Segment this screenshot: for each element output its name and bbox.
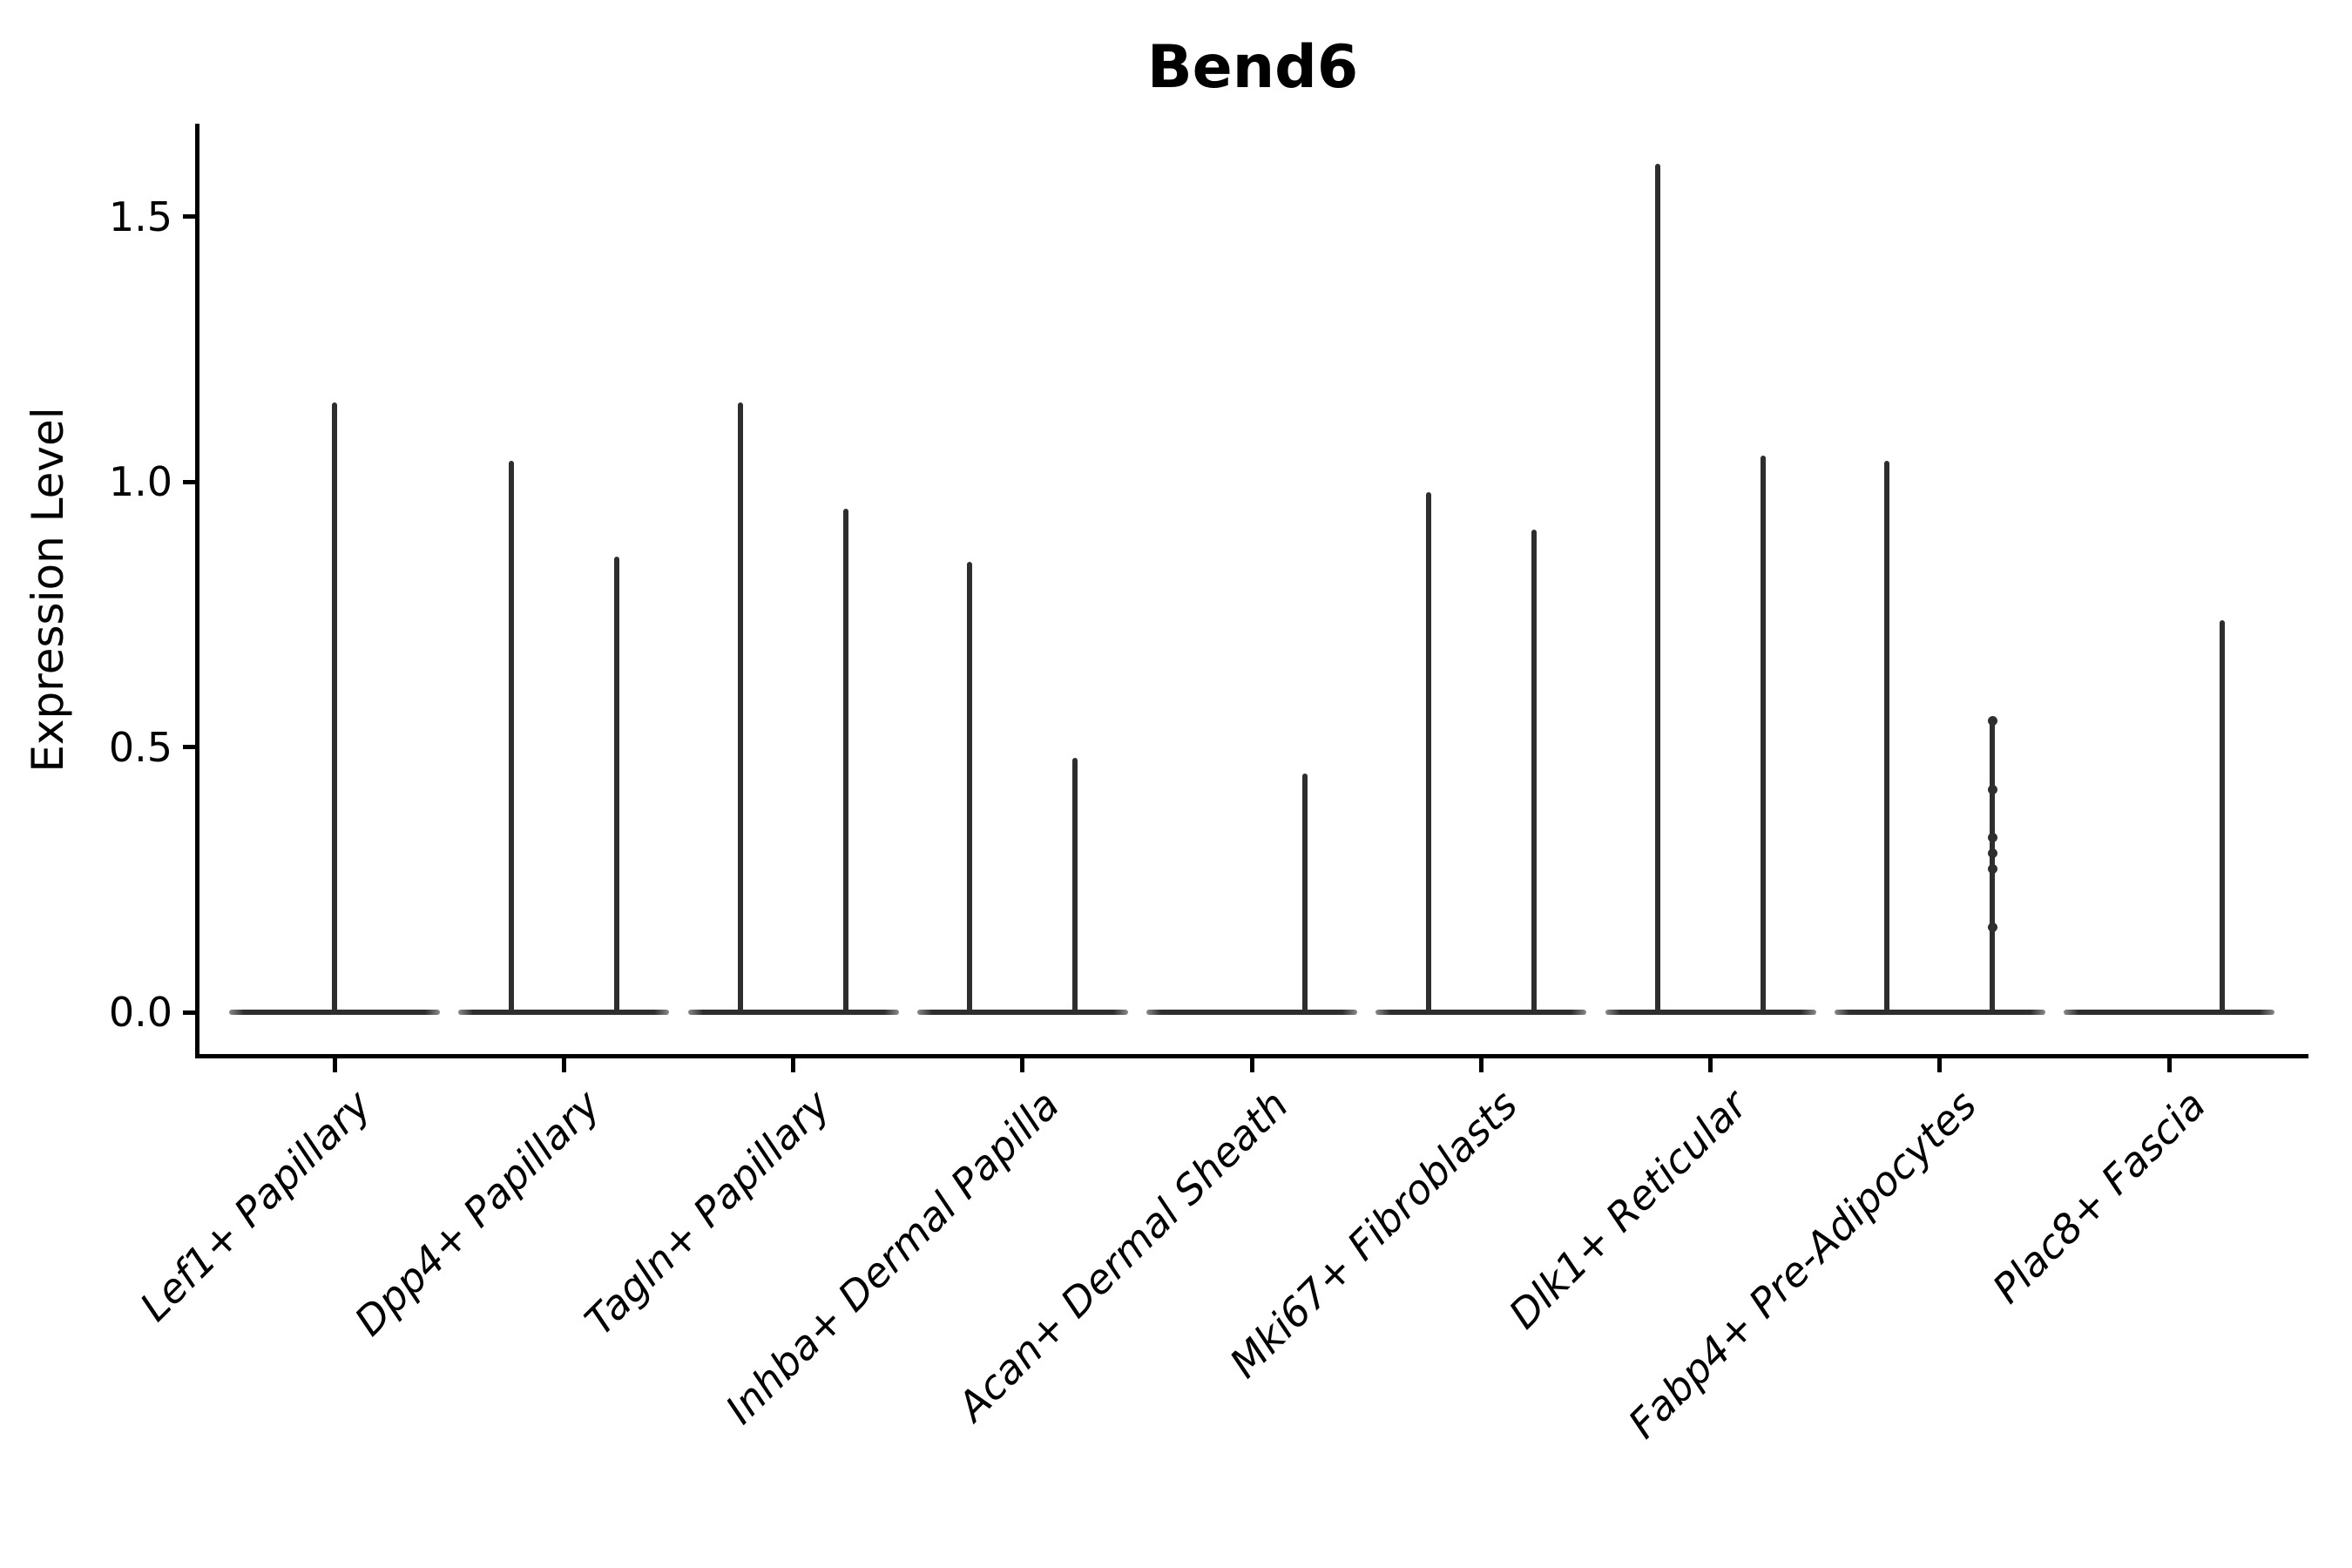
x-tick-label: Fabp4+ Pre-Adipocytes — [1619, 1081, 1985, 1448]
violin-baseline — [1146, 1010, 1357, 1015]
violin-point — [1987, 715, 1997, 726]
violin-spike — [1761, 455, 1766, 1014]
y-axis-label: Expression Level — [23, 407, 73, 773]
violin-baseline — [1834, 1010, 2045, 1015]
violin-baseline — [1605, 1010, 1816, 1015]
violin-spike — [1425, 492, 1431, 1014]
y-tick-label: 0.5 — [108, 723, 172, 771]
violin-spike — [1655, 164, 1660, 1014]
violin-spike — [508, 460, 514, 1014]
y-axis-spine — [194, 124, 199, 1058]
violin-point — [1987, 832, 1997, 842]
x-tick-label: Plac8+ Fascia — [1983, 1081, 2215, 1313]
x-axis-spine — [194, 1054, 2308, 1058]
violin-spike — [332, 402, 337, 1014]
x-tick-mark — [2166, 1058, 2172, 1072]
violin-point — [1987, 923, 1997, 933]
x-tick-mark — [561, 1058, 566, 1072]
violin-spike — [613, 556, 619, 1014]
violin-spike — [967, 561, 973, 1014]
violin-point — [1987, 848, 1997, 858]
y-tick-label: 1.5 — [108, 193, 172, 240]
x-tick-mark — [1020, 1058, 1025, 1072]
violin-spike — [2219, 619, 2225, 1014]
violin-spike — [1531, 530, 1537, 1014]
x-tick-label: Mki67+ Fibroblasts — [1220, 1081, 1527, 1388]
violin-baseline — [916, 1010, 1128, 1015]
violin-point — [1987, 784, 1997, 794]
y-tick-label: 1.0 — [108, 458, 172, 506]
x-tick-label: Dlk1+ Reticular — [1499, 1081, 1756, 1338]
violin-spike — [738, 402, 743, 1014]
y-tick-label: 0.0 — [108, 989, 172, 1036]
violin-baseline — [1375, 1010, 1587, 1015]
violin-baseline — [2064, 1010, 2274, 1015]
y-tick-mark — [183, 479, 197, 484]
x-tick-label: Acan+ Dermal Sheath — [948, 1081, 1298, 1430]
violin-point — [1987, 864, 1997, 875]
x-tick-mark — [791, 1058, 795, 1072]
chart-title: Bend6 — [1146, 33, 1359, 102]
violin-spike — [1884, 460, 1890, 1014]
x-tick-label: Tagln+ Papillary — [575, 1081, 839, 1345]
y-tick-mark — [183, 745, 197, 750]
x-tick-mark — [1478, 1058, 1484, 1072]
y-tick-mark — [183, 1010, 197, 1015]
y-tick-mark — [183, 214, 197, 220]
x-tick-mark — [1249, 1058, 1254, 1072]
violin-baseline — [458, 1010, 670, 1015]
x-tick-mark — [1708, 1058, 1713, 1072]
x-tick-mark — [332, 1058, 337, 1072]
x-tick-label: Dpp4+ Papillary — [345, 1081, 610, 1345]
violin-spike — [1072, 757, 1078, 1014]
violin-spike — [843, 508, 848, 1014]
x-tick-mark — [1937, 1058, 1943, 1072]
violin-baseline — [687, 1010, 899, 1015]
violin-spike — [1301, 774, 1308, 1014]
x-tick-label: Inhba+ Dermal Papilla — [716, 1081, 1068, 1433]
